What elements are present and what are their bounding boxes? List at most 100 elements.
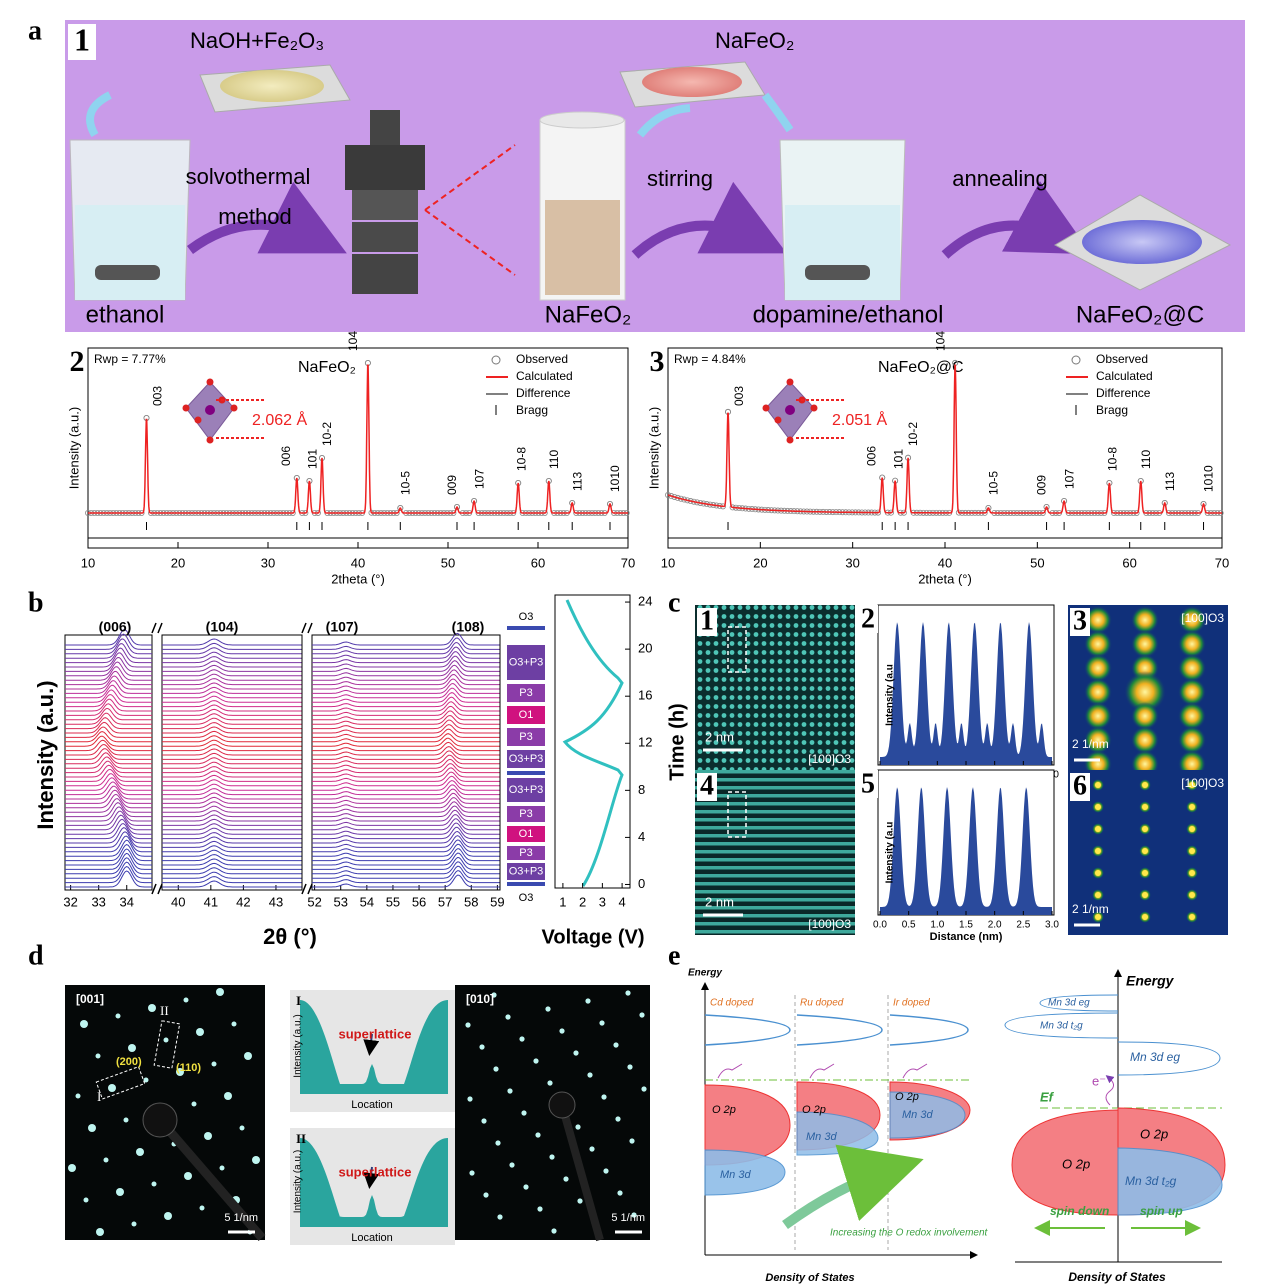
phase-label: O3+P3 [509,784,544,796]
atom [205,405,215,415]
pattern-line [162,862,302,870]
observed-point [1161,499,1168,506]
diffraction-spot [176,1068,184,1076]
diffraction-spot [136,1148,144,1156]
vessel-label: ethanol [86,301,165,328]
x-tick-label: 70 [621,555,635,570]
pattern-line [65,670,152,686]
pattern-line [65,768,152,782]
diffraction-spot [83,1197,89,1203]
y-tick-label: 4 [638,829,645,844]
region-label: II [160,1003,169,1018]
x-tick-label: 55 [386,894,400,909]
x-tick-label: 20 [753,555,767,570]
fft-spot [1084,630,1112,658]
diffraction-spot [151,1181,157,1187]
fft-spot [1189,848,1195,854]
region-box [727,626,747,673]
fft-spot [1084,678,1112,706]
profile-arrow [363,1033,380,1056]
pattern-line [65,866,152,884]
phase-block [507,846,545,860]
phase-label: P3 [519,808,532,820]
reagent-label: NaOH+Fe₂O₃ [190,28,324,53]
pattern-line [65,848,152,866]
pattern-line [312,705,500,716]
peak-label: 110 [547,450,561,469]
x-axis-label: 2theta (°) [331,571,385,586]
pattern-line [65,793,152,809]
x-tick-label: 40 [351,555,365,570]
axis-break [151,622,163,634]
diffraction-spot [95,1053,101,1059]
pattern-line [312,797,500,809]
legend-label: Difference [516,386,571,400]
distance-label: 2.051 Å [832,410,887,429]
pattern-line [162,836,302,844]
phase-block [507,645,545,680]
panel-number: 2 [861,603,875,634]
pattern-line [162,792,302,800]
fft-spot [1095,870,1101,876]
peak-label: 006 [864,446,878,466]
x-axis-label: 2theta (°) [918,571,972,586]
x-tick-label: 40 [171,894,185,909]
pattern-line [162,849,302,857]
diffraction-spot [537,1206,543,1212]
x-tick-label: 4 [618,894,625,909]
powder-label: NaFeO₂ [715,28,794,53]
atom [194,416,202,424]
diffraction-spot [96,1228,104,1236]
x-tick-label: 54 [360,894,374,909]
pattern-line [312,714,500,725]
rwp-label: Rwp = 4.84% [674,352,746,366]
peak-label: 009 [1035,475,1049,495]
pattern-line [312,651,500,664]
pattern-line [65,643,152,659]
peak-label: 107 [472,469,486,489]
stir-bar [805,265,870,280]
y-axis-label: Intensity (a.u.) [293,1014,304,1077]
peak-label: 10-5 [398,471,412,495]
phase-block [507,771,545,775]
pattern-line [162,770,302,778]
phase-label: O1 [519,709,534,721]
autoclave [345,110,425,294]
fft-spot [1178,606,1206,634]
diffraction-spot [547,1080,553,1086]
panel-number: 1 [74,21,90,57]
phase-label: P3 [519,687,532,699]
beam-stop [558,1103,604,1242]
peak-label: 1010 [608,465,622,492]
diffraction-spot [148,1004,156,1012]
band-label: Mn 3d eg [1130,1050,1180,1064]
panel-number: 4 [700,770,714,801]
legend-label: Bragg [516,403,548,417]
peak-label: 10-2 [906,422,920,446]
pattern-line [312,719,500,730]
pattern-line [65,739,152,752]
pattern-line [162,788,302,796]
fft-spot [1095,892,1101,898]
pattern-line [162,832,302,840]
phase-label: O3+P3 [509,865,544,877]
pattern-line [65,777,152,791]
pattern-line [162,871,302,879]
pattern-line [312,830,500,844]
peak-label: 101 [306,449,320,469]
legend-label: Bragg [1096,403,1128,417]
peak-label: 113 [1163,472,1177,491]
peak-label: 10-5 [987,471,1001,495]
pattern-line [65,661,152,677]
vessel-label: NaFeO₂ [545,301,632,328]
diffraction-spot [559,1028,565,1034]
phase-label: P3 [519,847,532,859]
pattern-line [65,735,152,747]
y-axis-label: Intensity (a.u.) [33,680,58,829]
pattern-line [312,632,500,646]
pattern-line [312,641,500,655]
pattern-line [312,692,500,703]
diffraction-spot [108,1084,116,1092]
x-axis-label: Voltage (V) [542,926,645,948]
pattern-line [65,680,152,694]
